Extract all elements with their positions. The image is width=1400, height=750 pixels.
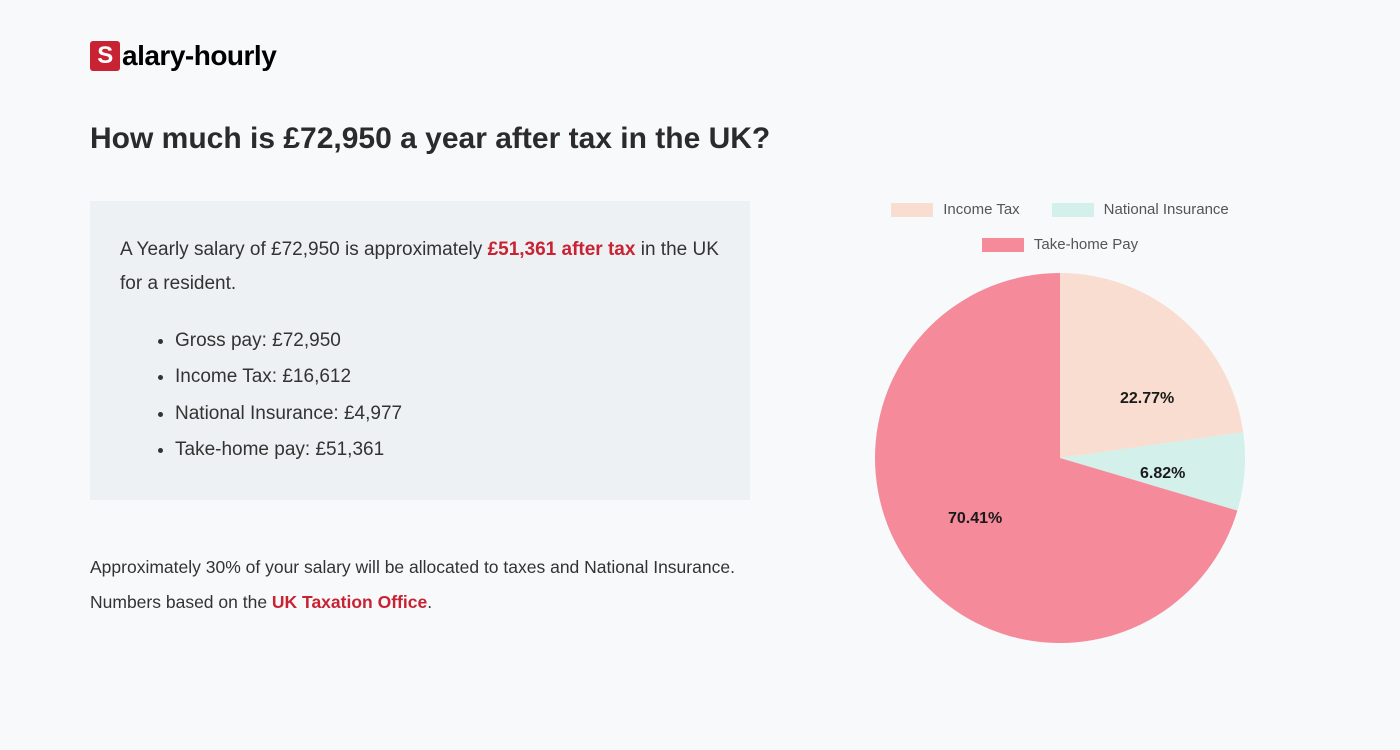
summary-highlight: £51,361 after tax <box>488 239 636 260</box>
legend-item: Income Tax <box>891 201 1019 218</box>
summary-list: Gross pay: £72,950 Income Tax: £16,612 N… <box>120 323 720 467</box>
legend-swatch <box>1052 203 1094 217</box>
logo-badge: S <box>90 41 120 71</box>
page-title: How much is £72,950 a year after tax in … <box>90 122 1310 156</box>
site-logo: Salary-hourly <box>90 40 1310 72</box>
footer-link[interactable]: UK Taxation Office <box>272 592 427 612</box>
chart-legend: Income Tax National Insurance Take-home Pa… <box>810 201 1310 253</box>
legend-label: National Insurance <box>1104 201 1229 218</box>
summary-intro: A Yearly salary of £72,950 is approximat… <box>120 233 720 301</box>
summary-box: A Yearly salary of £72,950 is approximat… <box>90 201 750 500</box>
footer-text: Approximately 30% of your salary will be… <box>90 550 750 620</box>
pie-slice <box>1060 273 1243 458</box>
pie-chart: 22.77% 6.82% 70.41% <box>875 273 1245 643</box>
legend-swatch <box>891 203 933 217</box>
pie-svg <box>875 273 1245 643</box>
legend-swatch <box>982 238 1024 252</box>
logo-text: alary-hourly <box>122 40 276 72</box>
pie-slice-label: 70.41% <box>948 510 1002 528</box>
footer-line1: Approximately 30% of your salary will be… <box>90 557 735 577</box>
pie-slice-label: 6.82% <box>1140 465 1185 483</box>
pie-slice-label: 22.77% <box>1120 390 1174 408</box>
list-item: National Insurance: £4,977 <box>175 396 720 432</box>
left-column: A Yearly salary of £72,950 is approximat… <box>90 201 750 643</box>
list-item: Take-home pay: £51,361 <box>175 432 720 468</box>
content-row: A Yearly salary of £72,950 is approximat… <box>90 201 1310 643</box>
summary-intro-prefix: A Yearly salary of £72,950 is approximat… <box>120 239 488 260</box>
legend-label: Take-home Pay <box>1034 236 1138 253</box>
legend-item: National Insurance <box>1052 201 1229 218</box>
footer-line2-prefix: Numbers based on the <box>90 592 272 612</box>
list-item: Income Tax: £16,612 <box>175 359 720 395</box>
right-column: Income Tax National Insurance Take-home Pa… <box>810 201 1310 643</box>
legend-label: Income Tax <box>943 201 1019 218</box>
legend-item: Take-home Pay <box>982 236 1138 253</box>
footer-line2-suffix: . <box>427 592 432 612</box>
list-item: Gross pay: £72,950 <box>175 323 720 359</box>
